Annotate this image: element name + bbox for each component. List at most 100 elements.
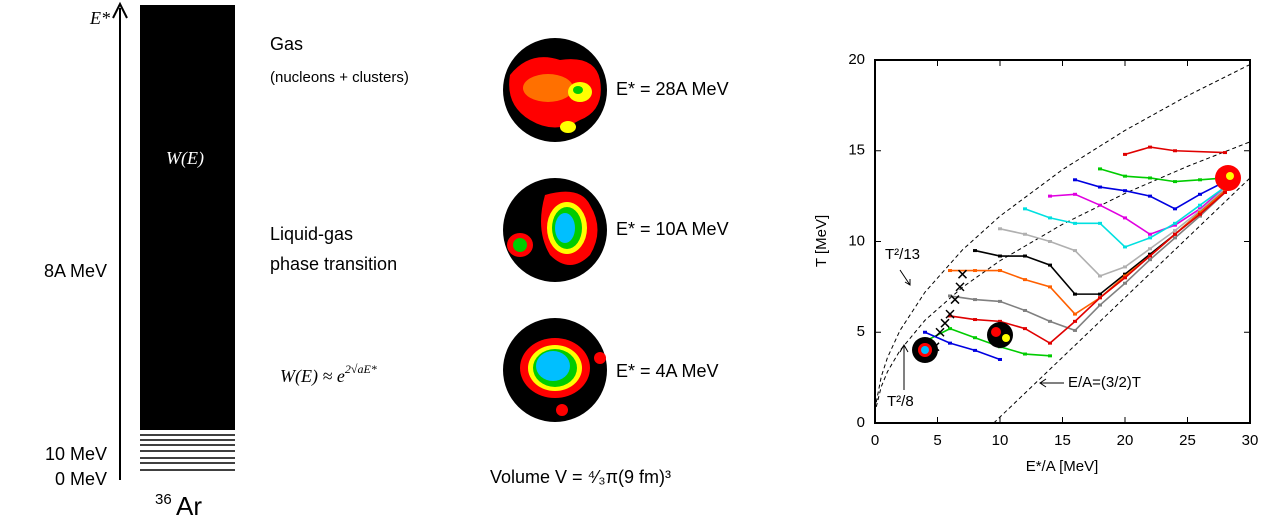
data-point [1123,245,1127,249]
data-point [1098,221,1102,225]
data-point [1023,232,1027,236]
snapshot-gas [503,38,607,142]
data-point [1048,194,1052,198]
state-subtitle: phase transition [270,254,397,274]
data-point [923,330,927,334]
data-point [1198,178,1202,182]
data-point [1173,223,1177,227]
data-point [1123,265,1127,269]
element: Ar [176,491,202,521]
energy-label: E* [89,8,110,28]
series-line [1099,168,1226,183]
data-point [998,269,1002,273]
reference-curve [875,64,1251,403]
cross-marker [950,295,960,305]
data-point [948,327,952,331]
state-energy: E* = 28A MeV [616,79,729,99]
data-point [998,227,1002,231]
mass-number: 36 [155,491,172,508]
x-axis-label: E*/A [MeV] [1026,458,1099,475]
data-point [1098,296,1102,300]
series-line [1049,186,1226,236]
data-point [1023,207,1027,211]
x-tick-label: 25 [1179,432,1196,449]
reference-curve [993,177,1251,424]
chart-snapshots [912,165,1241,363]
data-point [1048,216,1052,220]
data-point [973,298,977,302]
series-line [924,327,1051,357]
formula: W(E) ≈ e2√aE* [280,362,377,387]
series-line [949,191,1226,332]
data-point [1198,203,1202,207]
data-point [1048,319,1052,323]
volume: Volume V = ⁴⁄₃π(9 fm)³ [490,467,671,487]
data-point [1123,189,1127,193]
data-point [1148,247,1152,251]
data-point [1123,216,1127,220]
annotation: E/A=(3/2)T [1068,374,1141,391]
y-tick-label: 20 [848,51,865,68]
y-tick-label: 0 [857,414,865,431]
state-energy: E* = 4A MeV [616,361,719,381]
data-point [1148,176,1152,180]
y-tick-label: 5 [857,323,865,340]
data-point [1073,249,1077,253]
data-point [1123,276,1127,280]
snapshot-liquid-gas [503,178,607,282]
data-point [1198,209,1202,213]
data-point [1173,232,1177,236]
data-point [1073,328,1077,332]
data-point [1098,167,1102,171]
chart: E*/A [MeV] T [MeV] T²/13 T²/8 E/A=(3/2)T… [813,51,1258,475]
data-point [1198,212,1202,216]
axis-arrow [112,1,128,19]
data-point [1098,292,1102,296]
x-tick-label: 0 [871,432,879,449]
cross-marker [955,282,965,292]
data-point [1148,254,1152,258]
data-point [1173,149,1177,153]
data-point [973,348,977,352]
cross-marker [945,309,955,319]
data-point [1198,214,1202,218]
data-point [1198,192,1202,196]
data-point [1073,192,1077,196]
data-point [1073,312,1077,316]
data-point [948,314,952,318]
state-title: Gas [270,34,303,54]
snapshot-liquid [503,318,607,422]
x-tick-label: 5 [933,432,941,449]
annotation-arrow [899,269,911,286]
data-point [1048,354,1052,358]
data-point [998,357,1002,361]
data-point [1173,207,1177,211]
data-point [1073,178,1077,182]
reference-curve [875,141,1251,407]
y-axis-label: T [MeV] [813,215,830,267]
state-subtitle: (nucleons + clusters) [270,69,409,86]
data-point [1048,263,1052,267]
data-point [1148,232,1152,236]
data-point [1048,285,1052,289]
data-point [1223,151,1227,155]
data-point [948,294,952,298]
annotation-arrow [899,343,909,390]
level-label: 10 MeV [45,444,107,464]
data-point [1173,180,1177,184]
data-point [1098,274,1102,278]
data-point [1173,221,1177,225]
data-point [1173,236,1177,240]
data-point [1148,252,1152,256]
plot-frame [874,59,1251,424]
cross-marker [957,269,968,279]
data-point [1098,303,1102,307]
data-point [1123,281,1127,285]
level-label: 0 MeV [55,469,107,489]
data-point [1048,341,1052,345]
data-point [1123,152,1127,156]
data-point [973,269,977,273]
annotation: T²/13 [885,246,920,263]
density-label: W(E) [166,148,204,169]
